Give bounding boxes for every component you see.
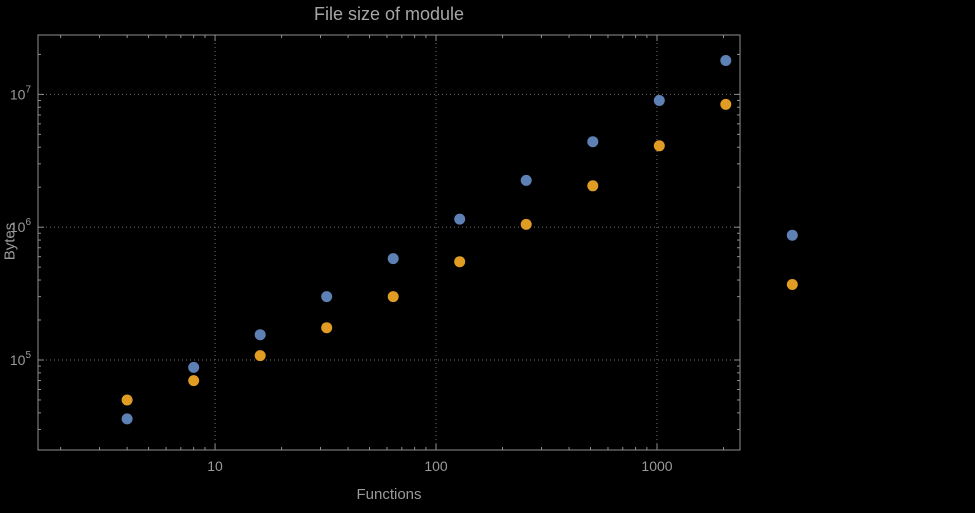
data-point-orange [387,291,399,303]
data-point-blue [587,136,599,148]
data-point-blue [254,329,266,341]
data-point-blue [520,174,532,186]
data-point-blue [454,213,466,225]
y-axis-label: Bytes [1,222,19,261]
data-point-orange [188,375,200,387]
data-point-orange [454,256,466,268]
data-point-blue [188,361,200,373]
data-point-blue [720,55,732,66]
data-point-orange [321,322,333,334]
data-point-orange [653,140,665,152]
data-point-orange [254,350,266,362]
y-tick-label: 106 [10,217,32,235]
data-point-orange [520,218,532,230]
x-axis-label: Functions [356,486,422,503]
x-tick-label: 10 [207,458,223,474]
x-tick-label: 1000 [641,458,672,474]
plot-frame [37,34,741,451]
y-tick-label: 107 [10,84,32,102]
data-point-blue [387,253,399,265]
y-tick-label: 105 [10,350,32,368]
data-point-blue [321,291,333,303]
data-point-blue [121,413,133,425]
data-point-orange [720,98,732,110]
x-tick-label: 100 [424,458,448,474]
data-point-orange [587,180,599,192]
data-point-orange [786,279,798,290]
data-point-orange [121,394,133,406]
data-point-blue [786,229,798,241]
chart-title: File size of module [313,4,465,24]
data-point-blue [653,95,665,106]
